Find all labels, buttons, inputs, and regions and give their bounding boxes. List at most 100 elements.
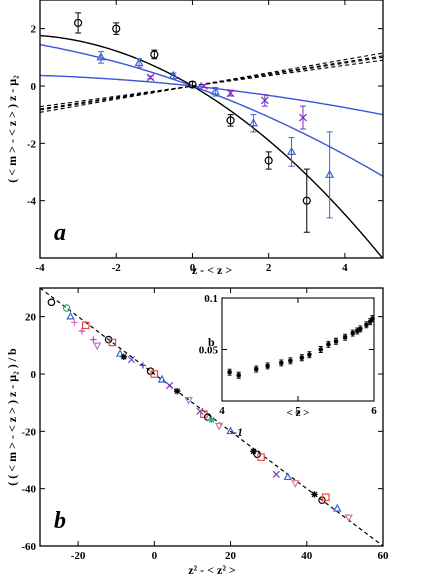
data-point-plus <box>139 362 147 369</box>
data-point-x <box>272 470 280 478</box>
inset-data-point <box>227 369 232 375</box>
data-point-circle <box>74 18 83 28</box>
panel-a-ytick-label: 0 <box>31 81 37 93</box>
inset-data-point <box>333 338 339 344</box>
data-point-square <box>322 493 330 502</box>
data-point-square <box>150 370 159 378</box>
inset-xtick-label: 4 <box>219 405 225 417</box>
panel-a-frame <box>39 0 384 259</box>
panel-b-xlabel: z² - < z² > <box>188 563 236 577</box>
panel-a-letter: a <box>54 220 66 246</box>
inset-data-point <box>358 326 363 332</box>
panel-b-fit-line <box>40 288 383 546</box>
fit-curve-solid <box>40 44 383 177</box>
panel-a: -4 -2 0 2 4 -4 -2 0 2 z - < z > ( < m > - < z > … <box>5 0 384 277</box>
panel-a-xtick-label: -2 <box>112 262 122 274</box>
inset-data-point <box>236 372 242 378</box>
panel-b-ytick-label: -40 <box>21 484 36 496</box>
panel-a-ylabel: ( < m > - < z > ) z - μ₂ <box>5 75 19 183</box>
data-point-asterisk <box>208 416 215 424</box>
inset-xtick-label: 5 <box>295 405 301 417</box>
data-point-tridown <box>291 480 300 488</box>
error-bar <box>326 131 333 219</box>
data-point-asterisk <box>311 491 318 498</box>
fit-curve-solid <box>40 74 383 116</box>
error-bar <box>151 49 158 60</box>
fit-curve-dashed <box>40 52 383 113</box>
panel-a-xtick-label: 2 <box>266 262 272 274</box>
panel-b-ytick-label: -20 <box>21 426 36 438</box>
fit-line <box>40 288 383 546</box>
data-point-tridown <box>184 396 193 405</box>
inset-xtick-label: 6 <box>371 405 377 417</box>
panel-b-points <box>47 298 353 523</box>
inset-data-point <box>350 330 356 336</box>
data-point-asterisk <box>120 353 128 360</box>
data-point-triangle <box>66 311 75 320</box>
data-point-tridown <box>344 514 353 523</box>
panel-b-inset: 4 5 6 0.05 0.1 < z > b <box>199 293 378 419</box>
data-point-x <box>127 356 136 364</box>
data-point-triangle <box>226 426 235 435</box>
error-bar <box>265 151 272 170</box>
panel-b-ytick-label: 0 <box>31 369 37 381</box>
fit-curve-dashed <box>40 56 383 110</box>
data-point-triangle <box>96 52 106 61</box>
data-point-asterisk <box>250 448 257 455</box>
data-point-circle <box>47 298 56 307</box>
panel-b-xtick-label: -20 <box>71 550 86 562</box>
inset-ytick-label: 0.1 <box>204 293 218 305</box>
panel-b-xtick-label: 20 <box>225 550 237 562</box>
inset-data-point <box>253 366 259 372</box>
data-point-triangle <box>134 57 144 67</box>
data-point-tridown <box>214 422 224 431</box>
data-point-square <box>81 321 90 330</box>
panel-b-ytick-label: 20 <box>25 312 37 324</box>
data-point-circle <box>150 50 159 59</box>
error-bar <box>288 137 295 167</box>
data-point-circle <box>62 304 71 312</box>
panel-b-ticks: -20 0 20 40 60 -60 -40 -20 0 20 <box>21 288 389 562</box>
inset-data-point <box>265 363 270 369</box>
panel-a-points <box>74 12 335 233</box>
panel-b-ytick-label: -60 <box>21 541 36 553</box>
data-point-triangle <box>333 503 342 512</box>
panel-a-ticks: -4 -2 0 2 4 -4 -2 0 2 <box>27 0 383 274</box>
inset-ylabel: b <box>208 335 215 349</box>
panel-a-curves <box>40 34 383 258</box>
panel-b-annotation: -1 <box>233 425 243 439</box>
inset-background <box>214 295 377 413</box>
inset-data-point <box>367 319 373 324</box>
panel-b-ylabel: ( ( < m > - < z > ) z - μ₂ ) / b <box>5 348 19 486</box>
data-point-circle <box>112 24 121 33</box>
inset-points <box>227 315 375 379</box>
data-point-plus <box>90 336 97 343</box>
data-point-triangle <box>168 70 178 80</box>
data-point-triangle <box>210 86 220 95</box>
fit-curve-dashed <box>40 59 383 108</box>
fit-curve-solid <box>40 34 383 258</box>
inset-data-point <box>354 328 360 334</box>
data-point-x <box>199 82 208 90</box>
data-point-triangle <box>287 146 297 155</box>
data-point-circle <box>264 156 273 165</box>
panel-a-xtick-label: 0 <box>190 262 196 274</box>
data-point-asterisk <box>174 388 181 395</box>
data-point-triangle <box>157 374 167 383</box>
panel-a-xtick-label: -4 <box>35 262 45 274</box>
data-point-circle <box>188 80 197 89</box>
data-point-x <box>196 407 204 415</box>
data-point-x <box>165 381 174 390</box>
panel-a-xlabel: z - < z > <box>192 263 232 277</box>
data-point-triangle <box>283 472 292 481</box>
data-point-triangle <box>325 169 335 178</box>
inset-data-point <box>299 355 305 361</box>
inset-data-point <box>342 334 348 340</box>
data-point-circle <box>226 116 235 125</box>
data-point-x <box>146 73 155 82</box>
inset-data-point <box>364 322 369 328</box>
inset-ticks: 4 5 6 0.05 0.1 <box>199 293 378 417</box>
error-bar <box>75 12 82 34</box>
inset-xlabel: < z > <box>287 407 310 419</box>
inset-data-point <box>278 360 284 366</box>
